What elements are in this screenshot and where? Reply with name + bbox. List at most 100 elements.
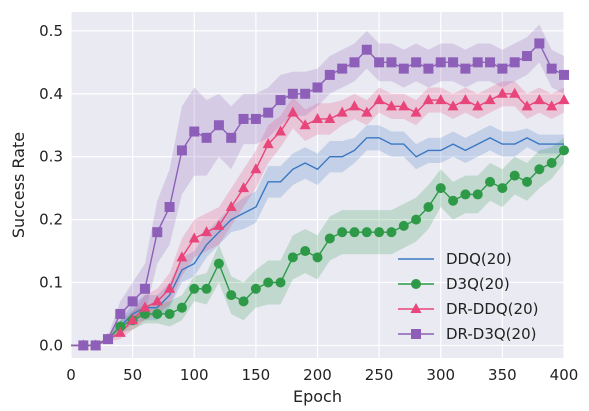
y-tick-label: 0.2 xyxy=(39,211,63,229)
point-d3q-20 xyxy=(152,308,163,319)
point-dr-d3q-20 xyxy=(189,126,200,137)
point-dr-ddq-20 xyxy=(238,182,250,193)
point-dr-d3q-20 xyxy=(485,57,496,68)
point-dr-ddq-20 xyxy=(299,119,311,130)
point-d3q-20 xyxy=(176,302,187,313)
point-dr-ddq-20 xyxy=(533,94,545,105)
point-d3q-20 xyxy=(497,183,508,194)
x-tick-label: 150 xyxy=(242,366,271,384)
point-d3q-20 xyxy=(386,227,397,238)
x-tick-label: 350 xyxy=(488,366,517,384)
y-axis-label: Success Rate xyxy=(9,132,28,238)
x-tick-label: 50 xyxy=(123,366,142,384)
y-tick-label: 0.0 xyxy=(39,336,63,354)
point-d3q-20 xyxy=(448,195,459,206)
point-dr-ddq-20 xyxy=(361,106,373,117)
point-d3q-20 xyxy=(472,189,483,200)
point-dr-ddq-20 xyxy=(459,94,471,105)
series-markers xyxy=(77,38,570,351)
point-d3q-20 xyxy=(411,214,422,225)
x-tick-label: 250 xyxy=(365,366,394,384)
y-tick-label: 0.5 xyxy=(39,22,63,40)
point-dr-d3q-20 xyxy=(115,308,126,319)
point-dr-ddq-20 xyxy=(312,112,323,123)
y-tick-label: 0.3 xyxy=(39,148,63,166)
point-dr-d3q-20 xyxy=(78,340,89,351)
point-dr-ddq-20 xyxy=(422,94,434,105)
point-dr-d3q-20 xyxy=(361,44,372,55)
point-dr-d3q-20 xyxy=(324,69,335,80)
x-tick-label: 300 xyxy=(426,366,455,384)
point-d3q-20 xyxy=(324,233,335,244)
legend-label-ddq-20: DDQ(20) xyxy=(446,250,512,268)
point-d3q-20 xyxy=(522,176,533,187)
band-dr-d3q-20 xyxy=(71,24,564,346)
point-dr-d3q-20 xyxy=(226,132,237,143)
point-dr-ddq-20 xyxy=(435,94,447,105)
point-dr-ddq-20 xyxy=(262,138,274,149)
point-d3q-20 xyxy=(312,252,323,263)
point-dr-d3q-20 xyxy=(127,296,138,307)
x-tick-label: 400 xyxy=(550,366,579,384)
point-dr-d3q-20 xyxy=(176,145,187,156)
point-d3q-20 xyxy=(287,252,298,263)
point-dr-ddq-20 xyxy=(213,219,225,230)
legend-marker-d3q-20 xyxy=(411,279,421,289)
point-dr-ddq-20 xyxy=(484,94,496,105)
point-dr-d3q-20 xyxy=(386,57,397,68)
x-tick-labels: 0 50 100 150 200 250 300 350 400 xyxy=(66,366,578,384)
legend-marker-dr-ddq-20 xyxy=(410,303,422,313)
point-dr-ddq-20 xyxy=(250,163,262,174)
point-dr-d3q-20 xyxy=(164,202,175,213)
point-dr-ddq-20 xyxy=(509,87,521,98)
point-d3q-20 xyxy=(164,308,175,319)
point-dr-ddq-20 xyxy=(348,100,360,111)
point-d3q-20 xyxy=(460,189,471,200)
point-d3q-20 xyxy=(275,277,286,288)
band-dr-ddq-20 xyxy=(71,81,564,346)
point-dr-ddq-20 xyxy=(139,301,151,312)
point-d3q-20 xyxy=(398,220,409,231)
point-dr-ddq-20 xyxy=(176,251,188,262)
legend-label-dr-d3q-20: DR-D3Q(20) xyxy=(446,325,536,343)
point-dr-ddq-20 xyxy=(336,106,348,117)
point-dr-d3q-20 xyxy=(460,63,471,74)
point-dr-ddq-20 xyxy=(127,314,139,325)
point-d3q-20 xyxy=(238,296,249,307)
point-dr-d3q-20 xyxy=(522,51,533,62)
point-d3q-20 xyxy=(546,157,557,168)
point-dr-d3q-20 xyxy=(435,57,446,68)
y-tick-label: 0.1 xyxy=(39,274,63,292)
point-dr-d3q-20 xyxy=(337,63,348,74)
point-d3q-20 xyxy=(559,145,569,156)
point-d3q-20 xyxy=(115,321,126,332)
x-tick-label: 100 xyxy=(180,366,209,384)
point-dr-d3q-20 xyxy=(250,113,261,124)
point-dr-ddq-20 xyxy=(472,100,484,111)
point-dr-ddq-20 xyxy=(546,100,558,111)
x-axis-label: Epoch xyxy=(293,387,342,406)
line-ddq-20 xyxy=(71,137,564,347)
point-dr-d3q-20 xyxy=(546,63,557,74)
point-dr-d3q-20 xyxy=(411,57,422,68)
x-tick-label: 200 xyxy=(303,366,332,384)
point-dr-d3q-20 xyxy=(213,120,224,131)
point-dr-ddq-20 xyxy=(496,87,508,98)
point-dr-ddq-20 xyxy=(151,295,163,306)
point-d3q-20 xyxy=(423,202,434,213)
point-dr-d3q-20 xyxy=(497,63,508,74)
point-d3q-20 xyxy=(485,176,496,187)
point-dr-d3q-20 xyxy=(398,63,409,74)
point-dr-ddq-20 xyxy=(201,226,213,237)
point-dr-d3q-20 xyxy=(374,57,385,68)
point-dr-d3q-20 xyxy=(448,57,459,68)
point-dr-ddq-20 xyxy=(287,106,299,117)
point-dr-d3q-20 xyxy=(102,334,113,345)
point-d3q-20 xyxy=(534,164,545,175)
point-dr-d3q-20 xyxy=(472,57,483,68)
point-dr-d3q-20 xyxy=(312,82,323,93)
point-d3q-20 xyxy=(201,283,212,294)
point-dr-d3q-20 xyxy=(139,283,150,294)
point-dr-d3q-20 xyxy=(559,69,569,80)
